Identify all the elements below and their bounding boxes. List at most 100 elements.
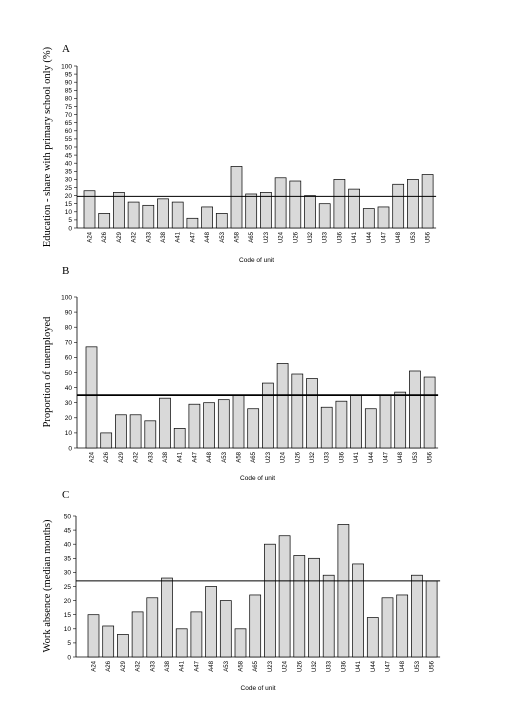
bar [175,628,188,658]
y-tick-label: 5 [68,217,72,224]
x-tick-label: A47 [192,451,198,462]
y-tick-label: 40 [65,161,73,168]
bar [394,391,407,449]
x-tick-label: A47 [190,231,196,242]
bar [115,414,127,449]
bar [291,373,304,449]
bar [146,597,159,658]
x-tick-label: U41 [352,231,358,243]
x-tick-label: A58 [237,451,243,462]
x-tick-label: A26 [104,451,110,462]
bar [113,192,125,229]
y-tick-label: 30 [65,177,73,184]
y-tick-label: 40 [65,385,73,392]
x-tick-label: A58 [239,660,245,671]
bar [234,628,247,658]
x-tick-label: U56 [428,451,434,463]
y-tick-label: 90 [65,309,73,316]
y-axis-title: Education - share with primary school on… [42,46,53,247]
bar [203,402,215,449]
x-axis-title: Code of unit [241,685,276,692]
x-tick-label: A53 [224,660,230,671]
bar [289,180,302,229]
x-tick-label: U32 [310,451,316,463]
x-tick-label: U26 [295,451,301,463]
x-tick-label: A38 [163,451,169,462]
bar [131,611,144,658]
y-tick-label: 70 [65,112,73,119]
x-axis-title: Code of unit [239,257,274,264]
bar [308,557,320,658]
x-tick-label: U24 [283,660,289,672]
y-tick-label: 20 [64,598,72,605]
x-tick-label: U44 [367,231,373,243]
y-tick-label: 60 [65,355,73,362]
bar [350,394,362,449]
y-tick-label: 10 [64,626,72,633]
y-tick-label: 60 [65,128,73,135]
x-tick-label: A29 [117,231,123,242]
x-tick-label: U33 [327,660,333,672]
bar [348,188,360,229]
x-tick-label: U26 [297,660,303,672]
bar [100,432,113,449]
bar [230,166,243,229]
bar [249,594,262,658]
y-tick-label: 10 [65,430,73,437]
panel-b: B Proportion of unemployed 0 10 20 30 40 50 60 70… [42,265,439,482]
bar [157,198,169,229]
bar [333,179,346,229]
bar [293,555,306,658]
x-tick-label: A48 [209,660,215,671]
bar [129,414,142,449]
y-tick-label: 5 [67,640,71,647]
x-tick-label: U36 [339,451,345,463]
x-tick-label: A41 [180,660,186,671]
bar [87,614,100,658]
x-tick-label: U56 [426,231,432,243]
panel-letter: C [62,489,69,501]
x-tick-label: U48 [398,451,404,463]
x-tick-label: A48 [207,451,213,462]
y-tick-label: 50 [65,144,73,151]
bar [245,193,258,229]
bar [186,217,199,229]
x-tick-label: A33 [148,451,154,462]
x-tick-label: A32 [134,451,140,462]
bar [337,524,350,658]
bar [377,206,390,229]
y-tick-label: 0 [68,445,72,452]
y-tick-label: 75 [65,104,73,111]
x-tick-label: U44 [369,451,375,463]
panel-letter: A [62,43,70,55]
y-axis-title: Proportion of unemployed [42,316,53,428]
bar [264,543,276,658]
bar [411,574,423,658]
y-tick-label: 0 [68,225,72,232]
y-tick-label: 20 [65,193,73,200]
x-axis-title: Code of unit [240,475,275,482]
y-tick-label: 35 [64,556,72,563]
bar [85,346,98,449]
bar [102,625,115,658]
y-tick-label: 10 [65,209,73,216]
x-tick-label: U23 [266,451,272,463]
x-tick-label: A53 [220,231,226,242]
bar [318,203,331,229]
x-tick-label: U48 [400,660,406,672]
y-tick-label: 80 [65,96,73,103]
panel-a: A Education - share with primary school o… [42,43,437,264]
y-tick-label: 100 [61,63,72,70]
x-tick-label: A38 [165,660,171,671]
x-tick-label: A65 [249,231,255,242]
bar [127,201,140,229]
bar [366,617,379,658]
y-tick-label: 55 [65,136,73,143]
bar [215,213,228,229]
bar [278,535,291,658]
bar [352,563,364,658]
bar [320,406,333,449]
bar [425,580,438,658]
x-tick-label: U33 [325,451,331,463]
x-tick-label: U23 [264,231,270,243]
